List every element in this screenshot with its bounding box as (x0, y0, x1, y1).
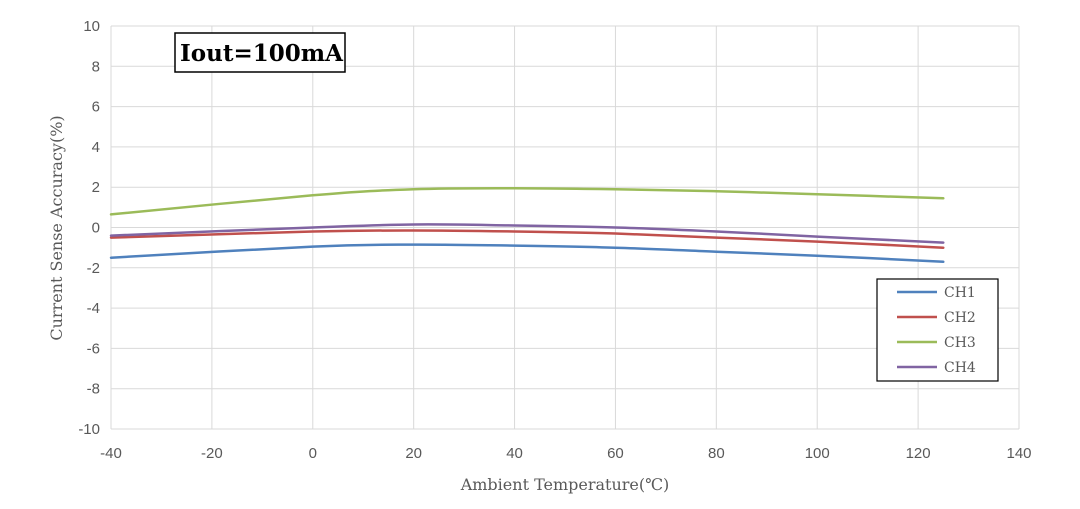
x-tick-label: 0 (309, 445, 317, 462)
series-line-ch3 (109, 186, 945, 216)
series-line-ch1 (109, 243, 945, 264)
x-tick-label: 140 (1006, 445, 1031, 462)
y-tick-label: -10 (78, 421, 100, 438)
legend-items: CH1 CH2 CH3 CH4 (897, 285, 976, 376)
x-tick-label: 60 (607, 445, 624, 462)
x-tick-label: -40 (100, 445, 122, 462)
y-tick-label: 2 (92, 179, 100, 196)
y-tick-label: 4 (92, 139, 100, 156)
x-tick-label: 120 (906, 445, 931, 462)
legend-label-ch4: CH4 (944, 360, 976, 376)
y-tick-label: 0 (92, 220, 100, 237)
y-axis-label: Current Sense Accuracy(%) (47, 115, 66, 340)
y-tick-label: 8 (92, 58, 100, 75)
legend-label-ch2: CH2 (944, 310, 976, 326)
y-tick-label: -4 (87, 300, 100, 317)
x-tick-label: 20 (405, 445, 422, 462)
x-tick-label: -20 (201, 445, 223, 462)
annotation-frame (174, 32, 346, 73)
x-tick-label: 100 (805, 445, 830, 462)
x-tick-label: 40 (506, 445, 523, 462)
x-axis-ticks: -40 -20 0 20 40 60 80 100 120 140 (100, 445, 1031, 462)
y-tick-label: 10 (83, 18, 100, 35)
series-lines (109, 186, 945, 264)
y-axis-ticks: 10 8 6 4 2 0 -2 -4 -6 -8 -10 (78, 18, 100, 438)
y-tick-label: -6 (87, 340, 100, 357)
x-axis-label: Ambient Temperature(℃) (460, 475, 670, 494)
annotation-box: Iout=100mA (174, 32, 346, 73)
y-tick-label: -8 (87, 381, 100, 398)
legend-label-ch3: CH3 (944, 335, 976, 351)
y-tick-label: 6 (92, 99, 100, 116)
y-tick-label: -2 (87, 260, 100, 277)
annotation-text: Iout=100mA (180, 40, 344, 67)
legend-frame (876, 278, 999, 382)
series-line-ch2 (109, 229, 945, 249)
x-tick-label: 80 (708, 445, 725, 462)
legend: CH1 CH2 CH3 CH4 (876, 278, 999, 382)
legend-label-ch1: CH1 (944, 285, 976, 301)
series-line-ch4 (109, 223, 945, 244)
